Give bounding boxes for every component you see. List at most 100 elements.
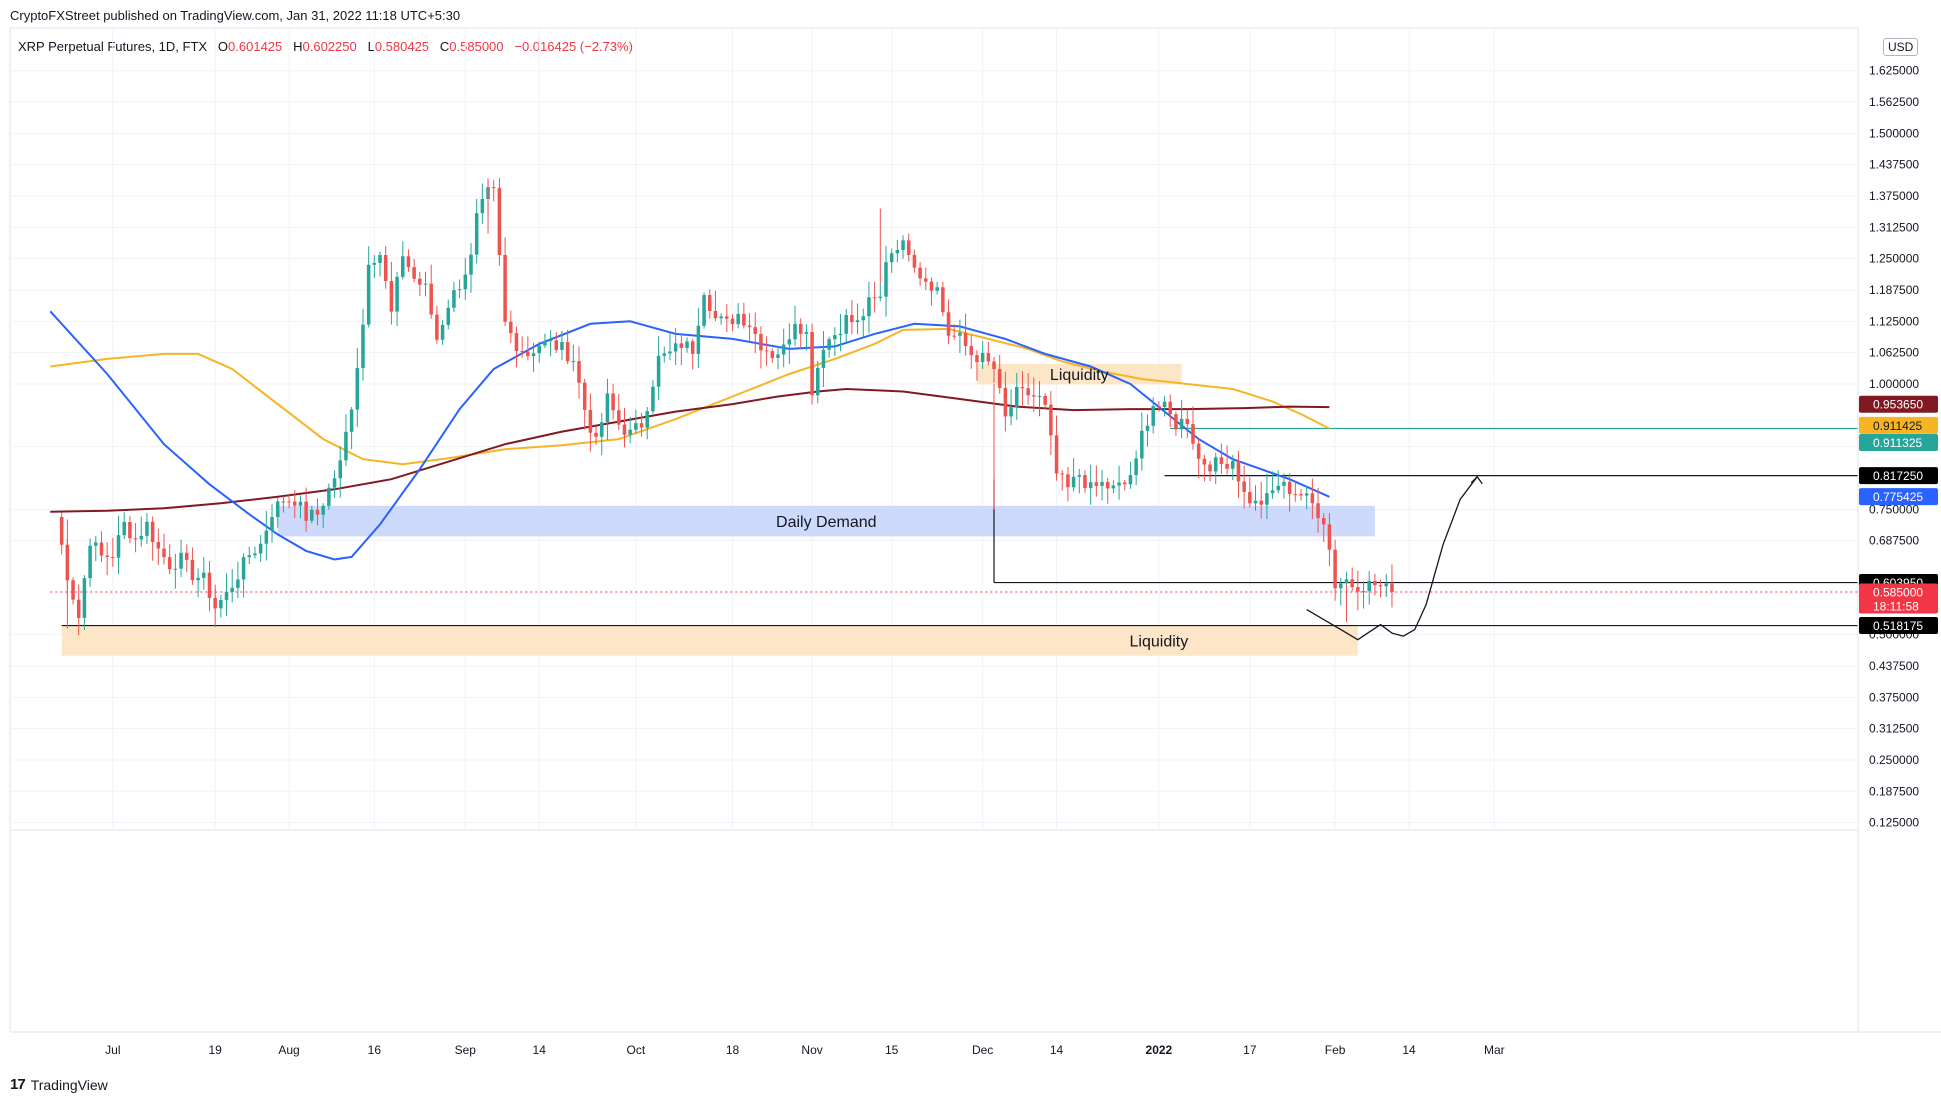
candle-body [1088,482,1093,489]
candle-body [173,568,178,570]
y-tick-label: 0.125000 [1869,816,1919,830]
candle-body [787,339,792,345]
candle-body [480,198,485,214]
candle-body [292,501,297,506]
candle-body [924,278,928,282]
candle-body [975,355,979,363]
candle-body [582,382,587,410]
candle-body [918,267,922,279]
candle-body [1253,500,1258,504]
price-label-text: 0.953650 [1873,398,1923,412]
candle-body [440,324,445,340]
ma-orange-line [50,327,1330,466]
candle-body [980,352,985,363]
candle-body [236,579,240,588]
candle-body [167,557,172,570]
x-tick-label: 14 [1050,1043,1064,1057]
candle-body [520,351,524,353]
candle-body [1310,493,1315,504]
candle-body [469,254,473,275]
candle-body [105,555,109,558]
candle-body [1145,425,1150,431]
price-labels: 0.953650 0.911425 0.911325 0.817250 0.775425… [1859,395,1938,635]
candle-body [1037,395,1042,397]
y-tick-label: 1.625000 [1869,64,1919,78]
candle-body [1083,475,1087,489]
candle-body [156,542,161,549]
candle-body [1270,490,1275,494]
candle-body [1287,481,1292,495]
candle-body [844,314,848,334]
y-tick-label: 0.312500 [1869,722,1919,736]
candle-body [219,600,223,609]
y-tick-label: 0.250000 [1869,753,1919,767]
candle-body [1259,500,1263,505]
y-tick-label: 1.187500 [1869,283,1919,297]
candle-body [1350,579,1354,588]
candle-body [668,351,672,354]
candle-body [861,316,866,321]
candle-body [429,283,433,315]
y-tick-label: 0.687500 [1869,534,1919,548]
price-label-text: 0.911325 [1873,436,1922,450]
projection-line [1306,476,1478,641]
candle-body [327,487,331,506]
candle-body [94,542,98,546]
candle-body [116,535,121,558]
candle-body [656,355,661,387]
candle-body [395,276,399,312]
candles [59,178,1394,636]
candle-body [361,324,365,369]
candle-body [1248,491,1252,504]
candle-body [867,297,871,317]
zone-label-daily-demand: Daily Demand [776,514,876,531]
candle-body [139,535,144,540]
tradingview-logo[interactable]: 17 TradingView [10,1076,108,1093]
candle-body [298,501,303,506]
zones [61,363,1375,656]
x-tick-label: 2022 [1146,1043,1173,1057]
candle-body [611,393,615,411]
candle-body [1213,457,1218,472]
y-tick-label: 1.500000 [1869,126,1919,140]
candle-body [827,339,831,350]
candle-body [184,552,189,560]
candle-body [548,340,553,342]
candle-body [366,264,371,325]
candle-body [935,287,939,291]
x-tick-label: Jul [105,1043,120,1057]
y-tick-label: 0.187500 [1869,784,1919,798]
candle-body [872,297,877,299]
candle-body [730,318,735,325]
candle-body [1282,481,1286,486]
candle-body [230,587,234,592]
candle-body [270,517,274,531]
x-tick-label: 14 [1402,1043,1416,1057]
candle-body [1117,482,1121,486]
candle-body [725,316,729,319]
projection-path [1306,475,1483,641]
countdown-label: 18:11:58 [1873,600,1919,614]
candle-body [639,423,644,428]
price-label-bg [1859,395,1938,413]
candle-body [679,343,684,348]
candle-body [389,281,394,312]
candle-body [776,354,780,358]
candle-body [673,343,678,352]
candle-body [224,591,229,601]
candle-body [150,521,155,543]
x-tick-label: Aug [278,1043,299,1057]
axes: 1.625000 1.562500 1.500000 1.437500 1.375000… [9,28,1941,1057]
candle-body [1231,460,1235,469]
currency-selector[interactable]: USD [1883,38,1919,56]
candle-body [1208,464,1212,472]
candle-body [1162,401,1167,408]
zone-daily-demand [277,505,1375,537]
candle-body [1026,388,1030,396]
price-label-text: 0.518175 [1873,619,1923,633]
y-tick-label: 1.437500 [1869,158,1919,172]
candle-body [781,344,786,355]
candle-body [412,267,416,279]
candle-body [747,325,752,328]
